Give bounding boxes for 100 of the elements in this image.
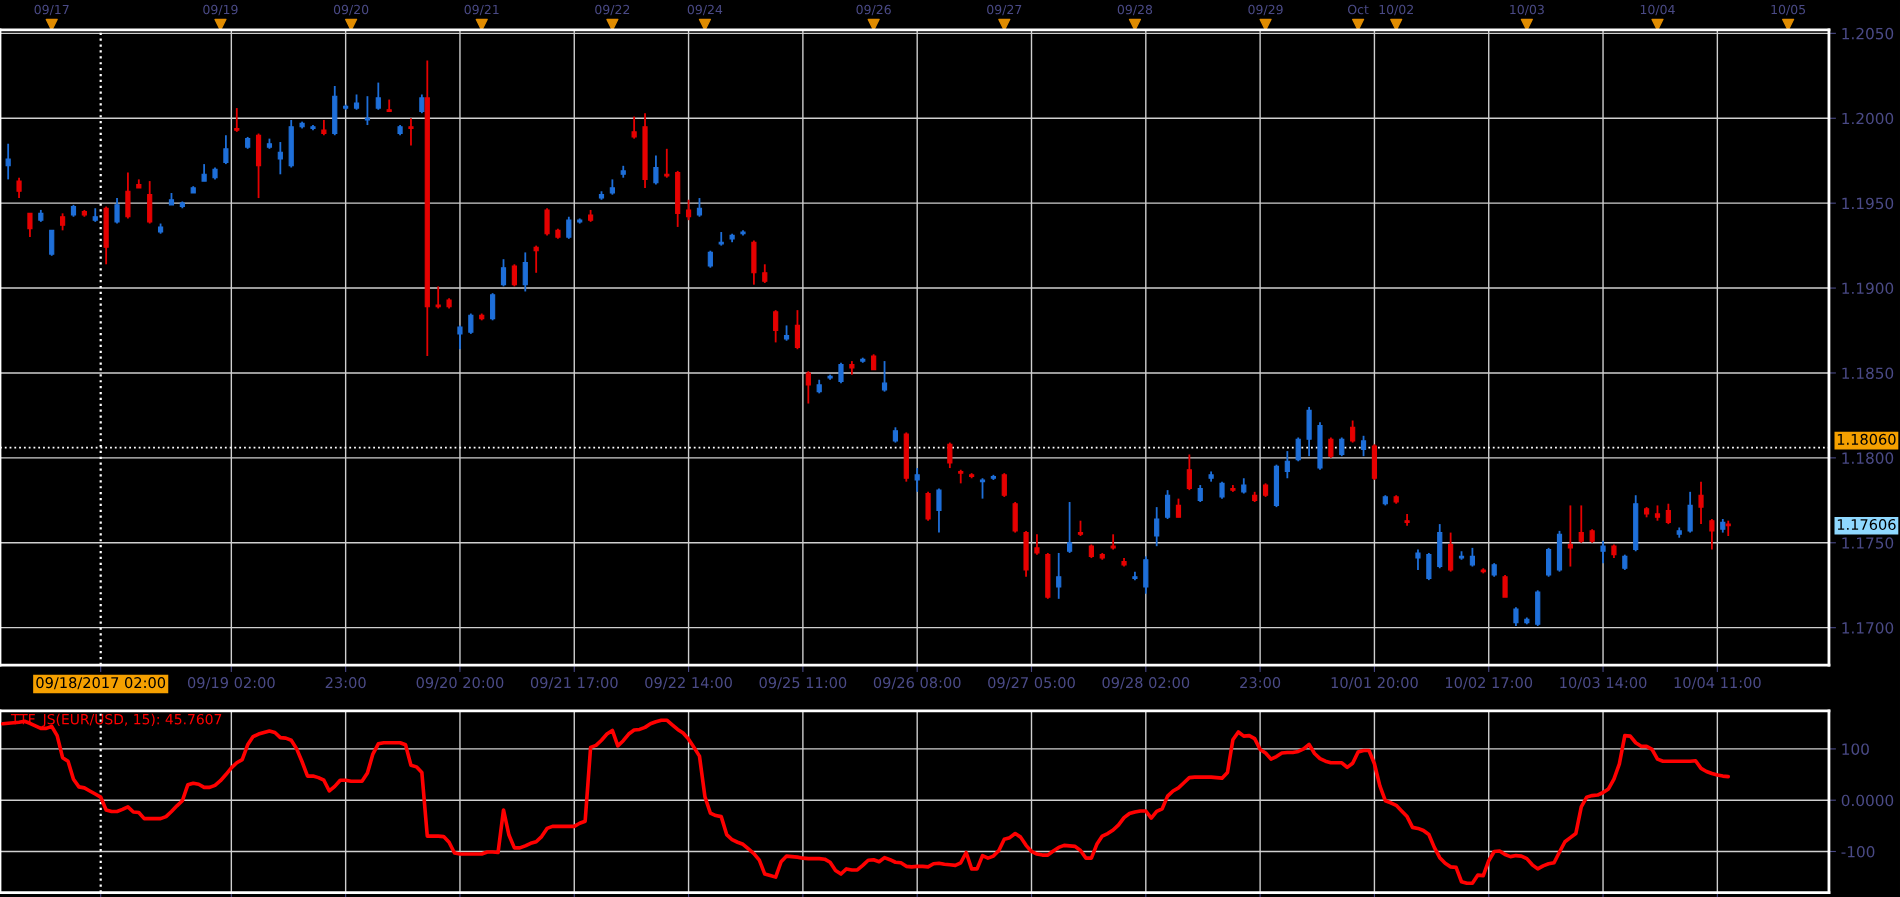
candlestick bbox=[1578, 504, 1584, 544]
candlestick bbox=[1426, 552, 1432, 582]
x-tick-label: 09/26 08:00 bbox=[873, 677, 961, 690]
candlestick bbox=[419, 93, 425, 115]
x-tick-label: 09/27 05:00 bbox=[988, 677, 1075, 690]
candlestick bbox=[1067, 501, 1073, 554]
candlestick bbox=[1339, 436, 1345, 458]
candlestick bbox=[794, 309, 801, 351]
candlestick bbox=[1469, 546, 1476, 568]
candlestick bbox=[5, 142, 11, 181]
candlestick bbox=[1328, 436, 1334, 459]
y-tick-label: 1.1750 bbox=[1842, 537, 1894, 549]
candlestick bbox=[1360, 434, 1367, 458]
candlestick bbox=[114, 197, 120, 225]
x-tick-label: 09/19 02:00 bbox=[187, 677, 275, 690]
category-label: 09/29 bbox=[1248, 4, 1283, 16]
x-tick-label: 09/28 02:00 bbox=[1102, 677, 1190, 690]
category-label: 09/27 bbox=[987, 4, 1022, 16]
candlestick bbox=[522, 251, 528, 293]
category-label: 09/20 bbox=[333, 4, 369, 16]
x-tick-label: 09/21 17:00 bbox=[530, 677, 618, 690]
x-tick-label: 23:00 bbox=[1240, 677, 1281, 689]
category-label: 10/05 bbox=[1771, 4, 1806, 16]
x-tick-label: 09/18/2017 02:00 bbox=[36, 677, 166, 690]
candlestick bbox=[408, 117, 414, 147]
candlestick bbox=[1502, 574, 1508, 599]
candlestick bbox=[500, 258, 507, 288]
category-label: 09/17 bbox=[34, 4, 69, 16]
candlestick bbox=[364, 95, 371, 126]
x-tick-label: 23:00 bbox=[325, 677, 366, 689]
candlestick bbox=[1513, 606, 1519, 627]
candlestick bbox=[27, 212, 33, 239]
candlestick bbox=[544, 207, 550, 237]
y-tick-label: 1.1800 bbox=[1842, 452, 1894, 464]
candlestick bbox=[1164, 489, 1171, 520]
category-label: 09/19 bbox=[203, 4, 238, 16]
candlestick bbox=[1665, 502, 1671, 526]
candlestick bbox=[1709, 518, 1715, 551]
candlestick bbox=[1350, 419, 1356, 444]
candlestick bbox=[511, 263, 517, 288]
category-label: 09/22 bbox=[595, 4, 630, 16]
category-label: 10/04 bbox=[1640, 4, 1675, 16]
candlestick bbox=[914, 467, 920, 493]
candlestick bbox=[881, 360, 888, 393]
candlestick bbox=[696, 197, 703, 218]
candlestick bbox=[1295, 436, 1301, 463]
x-tick-label: 10/04 11:00 bbox=[1674, 677, 1761, 690]
chart-title: TTF_JS(EUR/USD, 15): 45.7607 bbox=[10, 713, 222, 728]
candlestick bbox=[1415, 548, 1421, 571]
candlestick bbox=[805, 370, 811, 405]
y-tick-label: 1.1700 bbox=[1842, 622, 1894, 634]
candlestick bbox=[1284, 450, 1290, 480]
candlestick bbox=[1001, 472, 1007, 498]
candlestick bbox=[375, 81, 381, 111]
candlestick bbox=[1110, 533, 1116, 551]
ref-line-label: 1.18060 bbox=[1837, 433, 1896, 445]
candlestick bbox=[234, 107, 240, 133]
candlestick bbox=[1698, 480, 1704, 526]
y-tick-label: 100 bbox=[1842, 743, 1869, 755]
x-tick-label: 10/03 14:00 bbox=[1560, 677, 1647, 690]
candlestick bbox=[533, 244, 539, 274]
candlestick bbox=[947, 441, 953, 469]
candlestick bbox=[762, 263, 768, 284]
candlestick bbox=[1056, 552, 1062, 600]
category-label: 09/28 bbox=[1117, 4, 1153, 16]
candlestick bbox=[773, 309, 779, 344]
x-tick-label: 10/02 17:00 bbox=[1445, 677, 1533, 690]
candlestick bbox=[457, 324, 463, 351]
category-label: 09/21 bbox=[464, 4, 499, 16]
x-tick-label: 10/01 20:00 bbox=[1331, 677, 1418, 690]
x-tick-label: 09/22 14:00 bbox=[645, 677, 732, 690]
candlestick bbox=[1600, 540, 1606, 565]
y-tick-label: 1.1900 bbox=[1842, 282, 1894, 295]
candlestick bbox=[490, 292, 496, 322]
candlestick bbox=[49, 229, 55, 257]
candlestick bbox=[685, 198, 692, 222]
category-label: 09/26 bbox=[856, 4, 891, 16]
candlestick bbox=[223, 134, 229, 166]
category-label: 10/02 bbox=[1379, 4, 1413, 16]
category-label: Oct bbox=[1347, 4, 1369, 15]
y-tick-label: 1.2050 bbox=[1842, 27, 1894, 40]
x-tick-label: 09/25 11:00 bbox=[759, 677, 847, 690]
candlestick bbox=[653, 154, 659, 186]
category-label: 10/03 bbox=[1510, 4, 1544, 16]
candlestick bbox=[435, 285, 441, 310]
candlestick bbox=[936, 487, 942, 534]
candlestick bbox=[566, 215, 572, 240]
category-label: 09/24 bbox=[687, 4, 723, 16]
candlestick bbox=[468, 312, 474, 335]
candlestick bbox=[838, 361, 844, 385]
candlestick bbox=[277, 141, 283, 176]
y-tick-label: 0.0000 bbox=[1841, 794, 1894, 807]
candlestick bbox=[979, 477, 986, 500]
candlestick bbox=[1034, 533, 1040, 556]
candlestick bbox=[1186, 453, 1192, 492]
text: 1.17606 bbox=[1837, 519, 1896, 531]
candlestick bbox=[631, 115, 637, 140]
y-tick-label: 1.1850 bbox=[1842, 367, 1894, 379]
candlestick bbox=[1567, 504, 1573, 568]
y-tick-label: -100 bbox=[1841, 845, 1875, 858]
